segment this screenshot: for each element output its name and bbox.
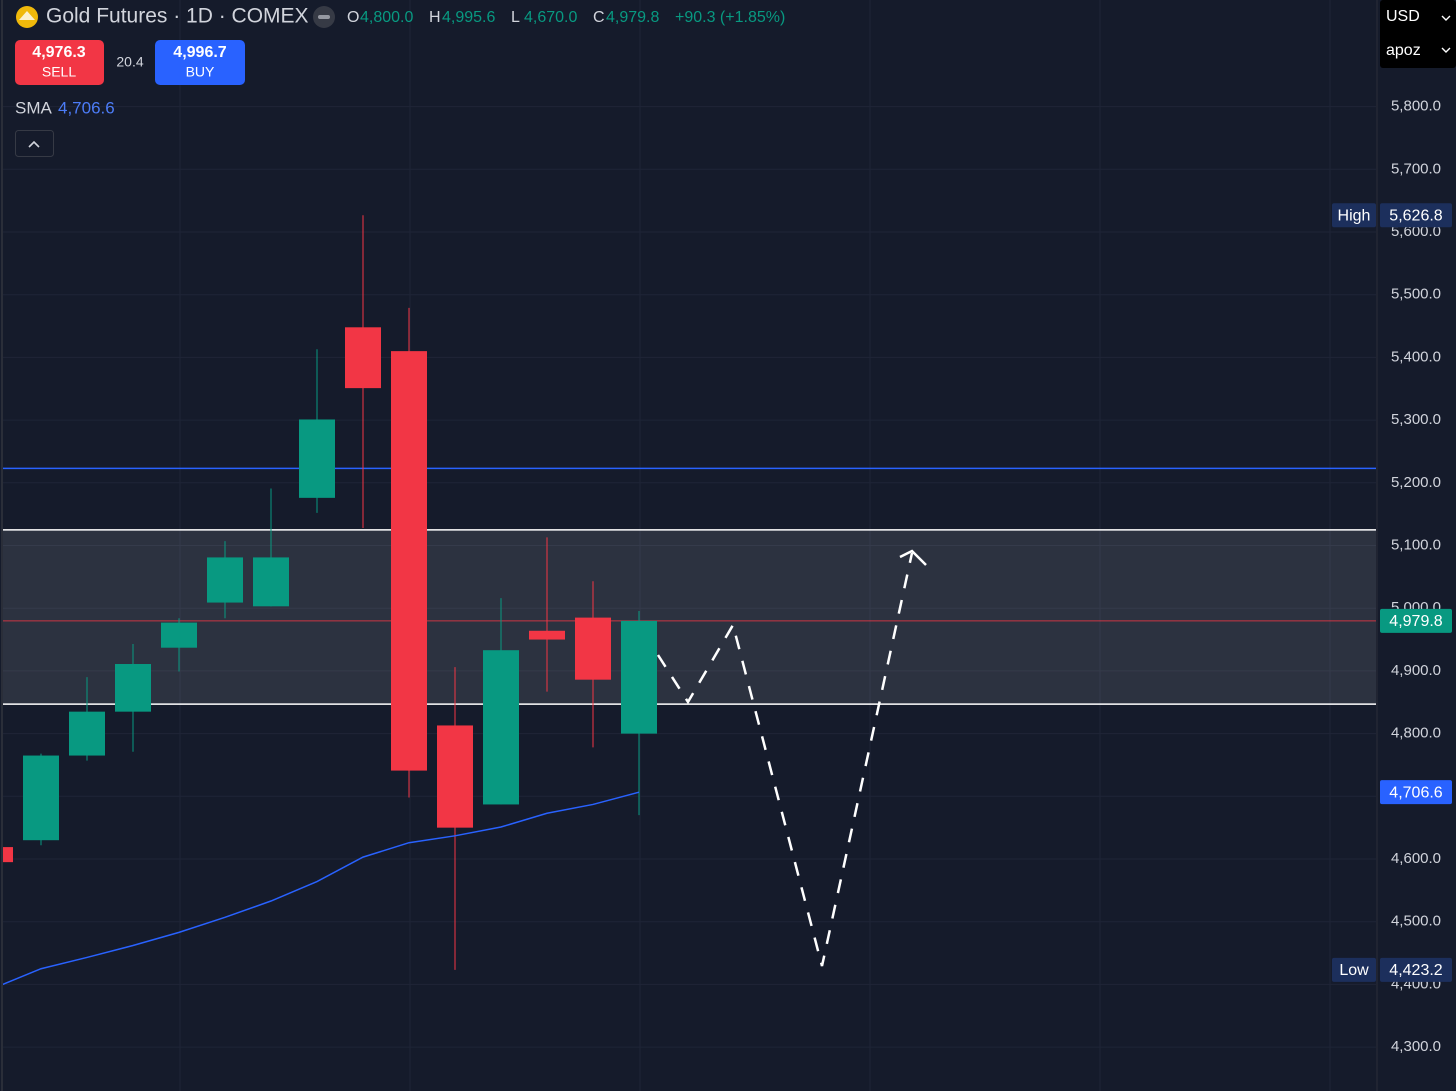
sell-label: SELL	[42, 64, 76, 80]
projection-path	[656, 552, 914, 967]
sell-button[interactable]	[15, 40, 104, 85]
price-badges: 5,626.8 High 4,979.8 4,706.6 4,423.2 Low	[1332, 203, 1452, 982]
sell-price: 4,976.3	[32, 44, 85, 61]
change: +90.3 (+1.85%)	[675, 9, 785, 26]
candle-body	[621, 620, 657, 734]
price-badge-name: High	[1338, 207, 1371, 224]
ohlc-value: 4,995.6	[442, 9, 495, 26]
price-badge	[1380, 203, 1452, 228]
market-status-icon	[318, 15, 330, 19]
sma-line	[3, 791, 640, 986]
projection-arrow	[899, 549, 927, 566]
y-tick-label: 4,500.0	[1391, 913, 1441, 930]
candle-body	[253, 557, 289, 607]
candle-body	[69, 711, 105, 756]
account-chevron	[1441, 47, 1451, 53]
y-tick-label: 5,500.0	[1391, 286, 1441, 303]
y-tick-label: 5,300.0	[1391, 411, 1441, 428]
y-tick-label: 5,800.0	[1391, 98, 1441, 115]
price-badge-name: Low	[1339, 962, 1369, 979]
candle-body	[345, 327, 381, 389]
ohlc-value: 4,670.0	[524, 9, 577, 26]
candle-body	[115, 664, 151, 712]
y-tick-label: 4,300.0	[1391, 1038, 1441, 1055]
collapse-icon	[28, 140, 40, 148]
candle-body	[3, 847, 13, 863]
y-tick-label: 4,900.0	[1391, 662, 1441, 679]
ohlc-key: L	[511, 9, 520, 26]
buy-price: 4,996.7	[173, 44, 226, 61]
candle-body	[575, 617, 611, 680]
ohlc-value: 4,800.0	[360, 9, 413, 26]
zone-fill	[3, 529, 1376, 705]
candle-body	[299, 419, 335, 498]
candle-body	[207, 557, 243, 603]
symbol-icon-mark	[19, 11, 35, 20]
axis-menu	[1380, 0, 1456, 68]
candle-body	[529, 630, 565, 640]
ohlc-key: C	[593, 9, 605, 26]
price-badge-label: 4,423.2	[1389, 962, 1442, 979]
ohlc: O 4,800.0 H 4,995.6 L 4,670.0 C 4,979.8	[347, 9, 659, 26]
price-badge-label: 4,706.6	[1389, 784, 1442, 801]
price-badge	[1380, 608, 1452, 633]
projection-drawing	[656, 549, 927, 967]
ohlc-key: O	[347, 9, 359, 26]
y-tick-label: 5,100.0	[1391, 536, 1441, 553]
y-tick-label: 4,800.0	[1391, 725, 1441, 742]
plot	[3, 215, 1376, 986]
spread: 20.4	[116, 54, 143, 70]
price-badge	[1380, 957, 1452, 982]
y-tick-label: 5,600.0	[1391, 223, 1441, 240]
ohlc-key: H	[429, 9, 441, 26]
currency[interactable]: USD	[1386, 8, 1420, 25]
ohlc-value: 4,979.8	[606, 9, 659, 26]
account[interactable]: apoz	[1386, 42, 1421, 59]
indicator-name: SMA	[15, 98, 53, 117]
price-badge-name-bg	[1332, 957, 1376, 982]
price-badge	[1380, 780, 1452, 805]
price-badge-name-bg	[1332, 203, 1376, 228]
buy-button[interactable]	[155, 40, 245, 85]
candle-body	[391, 351, 427, 771]
buy-label: BUY	[186, 64, 215, 80]
currency-chevron	[1441, 15, 1451, 21]
y-tick-label: 4,600.0	[1391, 850, 1441, 867]
candle-body	[437, 725, 473, 828]
candle-body	[161, 622, 197, 648]
symbol-title: Gold Futures · 1D · COMEX	[46, 5, 309, 28]
grid	[3, 106, 1376, 1048]
indicator-value: 4,706.6	[58, 98, 115, 117]
candle-body	[483, 650, 519, 805]
price-badge-label: 5,626.8	[1389, 207, 1442, 224]
y-tick-label: 5,700.0	[1391, 160, 1441, 177]
y-tick-label: 5,200.0	[1391, 474, 1441, 491]
price-badge-label: 4,979.8	[1389, 613, 1442, 630]
y-tick-label: 5,400.0	[1391, 348, 1441, 365]
candle-body	[23, 755, 59, 841]
